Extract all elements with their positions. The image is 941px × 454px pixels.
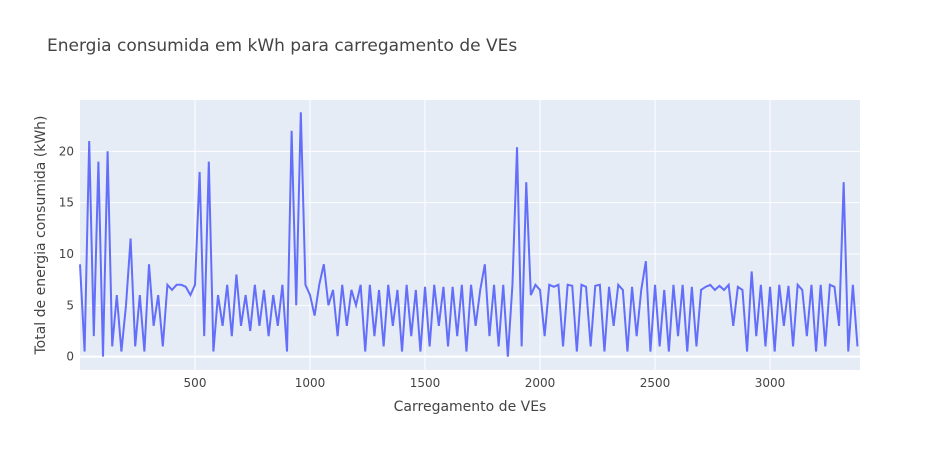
y-tick-label: 5 bbox=[66, 298, 74, 312]
x-tick-label: 1500 bbox=[410, 376, 441, 390]
y-tick-label: 20 bbox=[59, 144, 74, 158]
y-tick-label: 0 bbox=[66, 350, 74, 364]
y-axis-title: Total de energia consumida (kWh) bbox=[33, 115, 49, 355]
x-tick-label: 1000 bbox=[295, 376, 326, 390]
x-axis-title: Carregamento de VEs bbox=[394, 399, 547, 415]
chart-title: Energia consumida em kWh para carregamen… bbox=[47, 36, 517, 56]
y-tick-label: 10 bbox=[59, 247, 74, 261]
marks bbox=[79, 112, 859, 357]
x-tick-label: 500 bbox=[184, 376, 207, 390]
data-line bbox=[79, 112, 859, 357]
x-tick-label: 2500 bbox=[640, 376, 671, 390]
grid bbox=[80, 100, 860, 370]
y-tick-label: 15 bbox=[59, 196, 74, 210]
x-tick-label: 3000 bbox=[755, 376, 786, 390]
x-tick-label: 2000 bbox=[525, 376, 556, 390]
